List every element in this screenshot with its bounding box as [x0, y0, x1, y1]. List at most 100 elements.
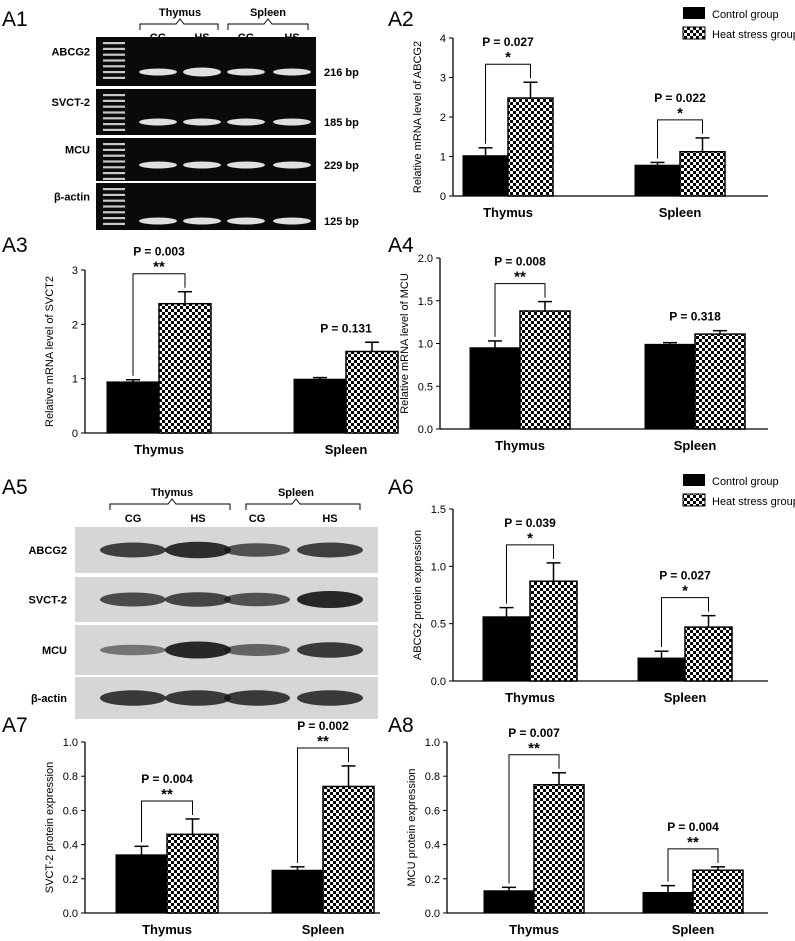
gel-gene-label: SVCT-2: [51, 97, 90, 109]
gel-band: [183, 161, 221, 169]
blot-bracket: [245, 498, 361, 510]
bar-heat-stress: [692, 869, 744, 914]
legend-swatch-heat: [682, 493, 706, 507]
blot-band: [165, 690, 231, 706]
blot-band: [224, 592, 290, 607]
gel-band: [227, 118, 265, 126]
gel-ladder-band: [103, 105, 125, 108]
category-label: Thymus: [505, 690, 555, 705]
y-tick-label: 1.0: [425, 737, 440, 749]
blot-band: [297, 690, 363, 706]
gel-band: [273, 118, 311, 126]
chart-a6: 0.0 0.5 1.0 1.5 ABCG2 protein expression Thym…: [412, 504, 768, 705]
panel-label-a6: A6: [388, 476, 414, 499]
gel-tissue-label: Thymus: [159, 7, 201, 19]
significance-bracket: [485, 63, 531, 144]
y-tick-label: 0.8: [63, 771, 78, 783]
category-label: Thymus: [509, 922, 559, 937]
y-tick-label: 0.2: [63, 874, 78, 886]
blot-lane-label: HS: [190, 513, 205, 525]
y-tick-label: 0.0: [63, 908, 78, 920]
p-value: P = 0.131: [320, 321, 372, 335]
gel-bracket: [139, 18, 219, 30]
panel-label-a2: A2: [388, 8, 414, 31]
gel-ladder-band: [103, 188, 125, 191]
p-value: P = 0.027: [659, 569, 711, 583]
bar-control: [483, 890, 535, 914]
gel-band: [139, 217, 177, 225]
p-value: P = 0.002: [297, 719, 349, 733]
gel-ladder-band: [103, 76, 125, 79]
p-value: P = 0.003: [133, 245, 185, 259]
blot-band: [165, 592, 231, 607]
gel-ladder-band: [103, 111, 125, 114]
gel-ladder-band: [103, 205, 125, 208]
panel-label-a1: A1: [2, 8, 28, 31]
gel-ladder-band: [103, 53, 125, 56]
bar-control: [293, 378, 347, 434]
gel-panel: [96, 138, 316, 181]
bar-heat-stress: [679, 151, 726, 197]
y-tick-label: 0.0: [425, 908, 440, 920]
y-tick-label: 1.5: [418, 296, 433, 308]
gel-ladder-band: [103, 222, 125, 225]
bar-control: [115, 854, 168, 914]
gel-ladder-band: [103, 177, 125, 180]
gel-ladder-band: [103, 42, 125, 45]
gel-ladder-band: [103, 71, 125, 74]
gel-band: [227, 68, 265, 76]
gel-panel: [96, 37, 316, 86]
blot-band: [165, 541, 231, 559]
p-value: P = 0.318: [669, 310, 721, 324]
bar-heat-stress: [694, 333, 746, 430]
bar-control: [462, 155, 509, 197]
panel-label-a3: A3: [2, 234, 28, 257]
gel-band: [227, 217, 265, 225]
gel-tissue-label: Spleen: [250, 7, 286, 19]
p-value: P = 0.008: [494, 255, 546, 269]
bar-control: [469, 347, 521, 430]
bar-control: [642, 891, 694, 914]
gel-band: [273, 217, 311, 225]
gel-ladder-band: [103, 123, 125, 126]
y-tick-label: 0.6: [63, 805, 78, 817]
significance-bracket: [508, 754, 560, 884]
bar-control: [644, 343, 696, 430]
significance-bracket: [506, 544, 554, 604]
panel-label-a8: A8: [388, 714, 414, 737]
panel-label-a7: A7: [2, 714, 28, 737]
legend-top: Control group Heat stress group: [682, 7, 795, 41]
legend-label-heat: Heat stress group: [712, 29, 795, 41]
y-tick-label: 3: [440, 73, 446, 85]
bar-heat-stress: [158, 302, 212, 434]
significance-stars: **: [153, 259, 165, 276]
y-tick-label: 4: [440, 33, 446, 45]
category-label: Spleen: [325, 442, 368, 457]
legend-label-control: Control group: [712, 9, 779, 21]
p-value: P = 0.039: [504, 516, 556, 530]
significance-bracket: [141, 800, 193, 843]
p-value: P = 0.022: [654, 91, 706, 105]
gel-size-label: 125 bp: [324, 216, 359, 228]
y-tick-label: 1.0: [63, 737, 78, 749]
blot-lane-label: CG: [125, 513, 142, 525]
legend-label-heat: Heat stress group: [712, 496, 795, 508]
significance-bracket: [657, 119, 703, 159]
gel-ladder-band: [103, 217, 125, 220]
bar-heat-stress: [345, 350, 399, 434]
blot-bracket: [109, 498, 231, 510]
y-tick-label: 1: [72, 374, 78, 386]
blot-band: [100, 644, 166, 656]
gel-band: [183, 67, 221, 77]
y-axis-label: ABCG2 protein expression: [412, 530, 424, 660]
category-label: Thymus: [134, 442, 184, 457]
blot-band: [100, 542, 166, 558]
gel-ladder-band: [103, 211, 125, 214]
gel-ladder-band: [103, 65, 125, 68]
gel-gene-label: β-actin: [54, 192, 90, 204]
bar-control: [271, 869, 324, 914]
y-tick-label: 0.5: [431, 619, 446, 631]
significance-bracket: [667, 848, 719, 882]
category-label: Spleen: [674, 438, 717, 453]
